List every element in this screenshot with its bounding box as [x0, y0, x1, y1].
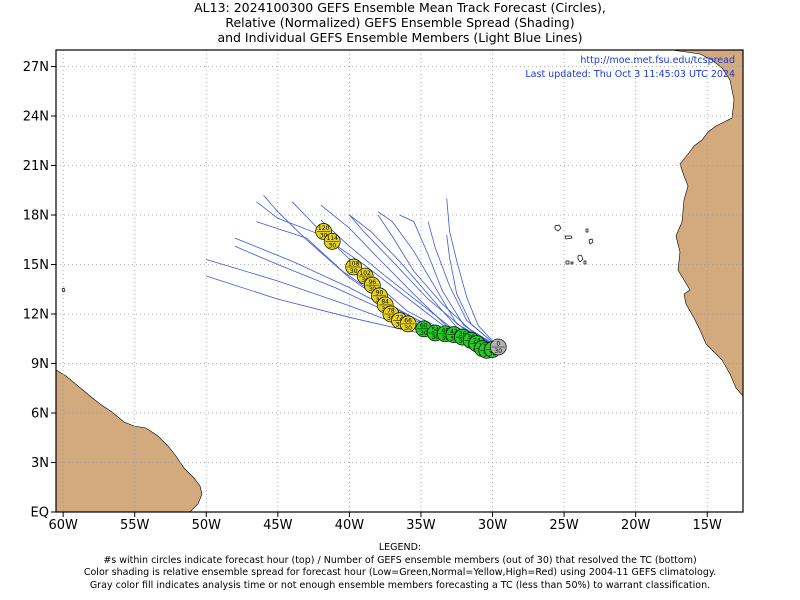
legend-line-1: #s within circles indicate forecast hour…: [103, 554, 697, 566]
member-track-line: [446, 234, 499, 348]
island-fogo: [565, 260, 570, 265]
member-count-label: 30: [387, 315, 395, 322]
member-count-label: 30: [368, 286, 376, 293]
grid: [56, 50, 743, 513]
forecast-hour-label: 36: [459, 331, 467, 338]
cabo-verde-islands: [554, 224, 594, 265]
y-tick-label: 15N: [23, 258, 49, 273]
member-count-label: 30: [494, 348, 502, 355]
member-count-label: 30: [431, 334, 439, 341]
forecast-hour-label: 42: [450, 328, 458, 335]
credit-updated: Last updated: Thu Oct 3 11:45:03 UTC 202…: [525, 69, 735, 80]
forecast-hour-label: 48: [441, 328, 449, 335]
y-tick-label: 3N: [31, 456, 49, 471]
forecast-hour-label: 114: [327, 235, 339, 242]
y-tick-label: 18N: [23, 209, 49, 224]
legend: LEGEND: #s within circles indicate forec…: [0, 542, 800, 592]
island-maio: [583, 260, 587, 265]
member-count-label: 30: [320, 233, 328, 240]
plot-background: [56, 50, 743, 512]
member-track-line: [446, 198, 499, 348]
x-tick-label: 15W: [693, 518, 723, 533]
x-tick-label: 35W: [406, 518, 436, 533]
member-count-label: 30: [441, 335, 449, 342]
forecast-circle: 030: [489, 338, 507, 356]
y-tick-label: EQ: [31, 506, 49, 521]
forecast-hour-label: 60: [420, 323, 428, 330]
axis-ticks: 60W 55W 50W 45W 40W 35W 30W 25W 20W 15W EQ 3N 6N 9N 12…: [23, 60, 722, 533]
member-count-label: 30: [361, 277, 369, 284]
member-track-line: [377, 211, 499, 348]
legend-line-2: Color shading is relative ensemble sprea…: [83, 567, 717, 578]
member-count-label: 30: [328, 242, 336, 249]
island-brava: [570, 261, 574, 265]
member-count-label: 30: [420, 330, 428, 337]
member-count-label: 30: [396, 322, 404, 329]
legend-line-3: Gray color fill indicates analysis time …: [89, 579, 711, 591]
title-line-2: Relative (Normalized) GEFS Ensemble Spre…: [225, 15, 575, 30]
member-track-line: [349, 214, 499, 348]
title-line-3: and Individual GEFS Ensemble Members (Li…: [217, 30, 583, 45]
x-tick-label: 50W: [192, 518, 222, 533]
forecast-hour-label: 72: [396, 314, 404, 321]
island-santiago: [577, 254, 584, 263]
member-count-label: 30: [450, 336, 458, 343]
y-tick-label: 12N: [23, 308, 49, 323]
island-sao-nicolau: [564, 235, 573, 240]
y-tick-label: 6N: [31, 407, 49, 422]
forecast-hour-label: 90: [376, 290, 384, 297]
x-tick-label: 20W: [621, 518, 651, 533]
forecast-hour-label: 54: [431, 327, 439, 334]
x-tick-label: 45W: [263, 518, 293, 533]
forecast-hour-label: 0: [496, 341, 500, 348]
y-tick-label: 21N: [23, 159, 49, 174]
forecast-hour-label: 120: [318, 225, 330, 232]
forecast-hour-label: 78: [387, 308, 395, 315]
island-boa-vista: [588, 238, 594, 245]
land-south-america: [56, 369, 203, 512]
island-santo-antao: [554, 224, 562, 232]
y-tick-label: 24N: [23, 110, 49, 125]
x-tick-label: 40W: [335, 518, 365, 533]
x-tick-label: 30W: [478, 518, 508, 533]
forecast-hour-label: 96: [368, 279, 376, 286]
forecast-hour-label: 24: [473, 337, 481, 344]
forecast-hour-label: 108: [348, 261, 360, 268]
forecast-hour-label: 84: [381, 299, 389, 306]
ensemble-mean-track: 1203011430108301023096309030843078307230…: [315, 223, 507, 359]
forecast-hour-label: 102: [359, 270, 371, 277]
member-count-label: 30: [404, 325, 412, 332]
legend-heading: LEGEND:: [378, 542, 422, 553]
chart-title: AL13: 2024100300 GEFS Ensemble Mean Trac…: [0, 0, 800, 45]
plot-frame: [55, 49, 744, 513]
x-tick-label: 60W: [48, 518, 78, 533]
member-count-label: 30: [489, 350, 497, 357]
member-count-label: 30: [350, 268, 358, 275]
y-tick-label: 9N: [31, 357, 49, 372]
island-sal: [585, 228, 589, 233]
title-line-1: AL13: 2024100300 GEFS Ensemble Mean Trac…: [194, 0, 606, 15]
credit-url: http://moe.met.fsu.edu/tcspread: [580, 55, 735, 66]
member-track-line: [377, 214, 499, 348]
x-tick-label: 25W: [549, 518, 579, 533]
x-tick-label: 55W: [120, 518, 150, 533]
member-count-label: 30: [459, 338, 467, 345]
y-tick-label: 27N: [23, 60, 49, 75]
forecast-hour-label: 66: [404, 318, 412, 325]
